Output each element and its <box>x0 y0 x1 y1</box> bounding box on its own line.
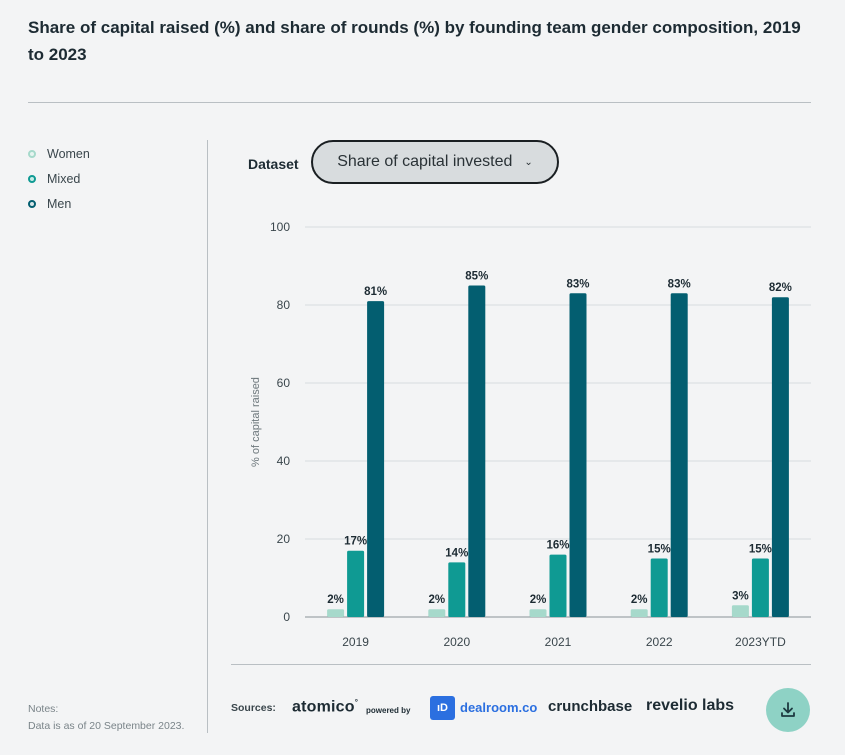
bar-women <box>630 609 648 617</box>
data-label: 2% <box>428 594 445 606</box>
bar-men <box>771 297 789 617</box>
revelio-labs-logo[interactable]: revelio labs <box>646 697 735 714</box>
y-tick-label: 100 <box>270 220 290 234</box>
bar-men <box>468 285 486 617</box>
bar-mixed <box>650 558 668 617</box>
data-label: 85% <box>465 271 488 283</box>
data-label: 2% <box>631 594 648 606</box>
data-label: 2% <box>530 594 547 606</box>
y-tick-label: 20 <box>277 532 291 546</box>
bar-mixed <box>448 562 466 617</box>
notes: Notes: Data is as of 20 September 2023. <box>28 701 184 735</box>
download-icon <box>781 702 795 717</box>
chevron-down-icon: ⌄ <box>524 156 533 168</box>
notes-text: Data is as of 20 September 2023. <box>28 720 185 732</box>
data-label: 17% <box>344 536 367 548</box>
bar-mixed <box>347 550 365 617</box>
chart-title: Share of capital raised (%) and share of… <box>28 18 801 64</box>
atomico-logo[interactable]: atomico° <box>292 698 358 716</box>
y-tick-label: 40 <box>277 454 291 468</box>
x-tick-label: 2023YTD <box>735 635 786 649</box>
y-tick-label: 0 <box>283 610 290 624</box>
legend-item-mixed[interactable]: Mixed <box>28 166 90 191</box>
bar-women <box>327 609 345 617</box>
sources-label: Sources: <box>231 702 276 714</box>
y-tick-label: 80 <box>277 298 291 312</box>
data-label: 14% <box>445 547 468 559</box>
data-label: 83% <box>566 278 589 290</box>
data-label: 83% <box>668 278 691 290</box>
legend-dot-mixed-icon <box>28 174 36 183</box>
legend-dot-men-icon <box>28 199 36 208</box>
panel-divider <box>207 140 208 733</box>
legend-label: Men <box>47 196 72 211</box>
legend-item-women[interactable]: Women <box>28 141 90 166</box>
x-tick-label: 2020 <box>443 635 470 649</box>
bar-men <box>670 293 688 617</box>
dealroom-icon: ıD <box>430 696 455 720</box>
bar-mixed <box>751 558 769 617</box>
title-divider <box>28 102 811 103</box>
bar-men <box>569 293 587 617</box>
x-tick-label: 2021 <box>545 635 572 649</box>
data-label: 16% <box>546 540 569 552</box>
atomico-logo-mark: ° <box>354 698 359 707</box>
crunchbase-logo[interactable]: crunchbase <box>548 698 633 715</box>
data-label: 15% <box>648 544 671 556</box>
atomico-logo-text: atomico <box>292 698 355 716</box>
data-label: 81% <box>364 286 387 298</box>
dataset-selected-value: Share of capital invested <box>337 153 513 170</box>
legend-item-men[interactable]: Men <box>28 191 90 216</box>
data-label: 3% <box>732 590 749 602</box>
sources-divider <box>231 664 811 665</box>
legend-dot-women-icon <box>28 149 36 158</box>
y-tick-label: 60 <box>277 376 291 390</box>
data-label: 82% <box>769 282 792 294</box>
powered-by-text: powered by <box>366 706 411 715</box>
x-tick-label: 2022 <box>646 635 673 649</box>
dataset-label: Dataset <box>248 156 299 172</box>
bar-men <box>367 301 385 617</box>
data-label: 2% <box>327 594 344 606</box>
y-axis-label: % of capital raised <box>250 377 262 467</box>
legend-label: Women <box>47 146 90 161</box>
bar-women <box>529 609 547 617</box>
x-tick-label: 2019 <box>342 635 369 649</box>
notes-heading: Notes: <box>28 703 59 715</box>
bar-women <box>731 605 749 617</box>
download-button[interactable] <box>766 688 810 732</box>
legend-label: Mixed <box>47 171 81 186</box>
dataset-dropdown[interactable]: Share of capital invested ⌄ <box>311 140 559 184</box>
data-label: 15% <box>749 544 772 556</box>
legend: Women Mixed Men <box>28 141 90 216</box>
dealroom-logo[interactable]: dealroom.co <box>460 700 538 715</box>
bar-mixed <box>549 554 567 617</box>
bar-women <box>428 609 446 617</box>
